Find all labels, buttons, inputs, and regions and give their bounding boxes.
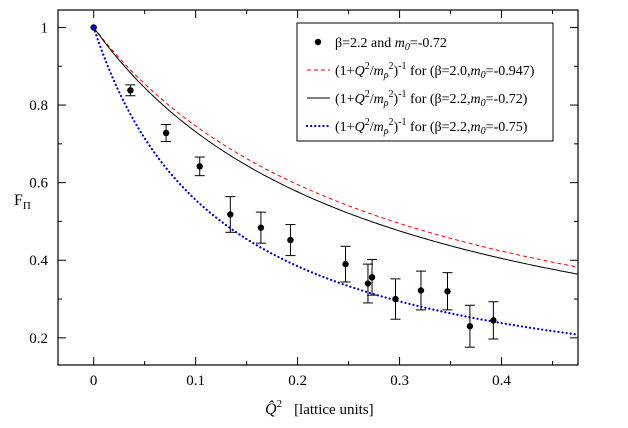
- x-tick-label: 0.4: [492, 373, 511, 389]
- x-tick-label: 0.3: [390, 373, 409, 389]
- data-point: [490, 317, 497, 324]
- data-point: [162, 129, 170, 137]
- y-tick-label: 0.8: [29, 98, 48, 114]
- data-point: [392, 295, 399, 303]
- data-point: [417, 287, 425, 294]
- data-point: [287, 236, 294, 244]
- legend: β=2.2 and m0=-0.72 (1+Q2/mρ2)-1 for (β=2…: [296, 22, 554, 142]
- y-axis-label: FΠ: [14, 192, 31, 212]
- curve-dashed: [93, 27, 579, 268]
- legend-entry-beta-2-0: (1+Q2/mρ2)-1 for (β=2.0,m0=-0.947): [335, 61, 535, 81]
- legend-marker-data: [314, 38, 322, 46]
- data-points: [90, 24, 499, 348]
- axis-ticks: 0 0.1 0.2 0.3 0.4 0.2 0.4 0.6 0.8 1: [29, 10, 578, 389]
- y-tick-label: 0.2: [29, 331, 48, 347]
- y-tick-label: 0.4: [29, 253, 48, 269]
- data-point: [227, 211, 234, 218]
- curve-dotted: [92, 26, 580, 336]
- data-point: [466, 323, 474, 330]
- x-tick-label: 0: [90, 373, 98, 389]
- data-point: [368, 274, 376, 281]
- plot-frame: [57, 9, 579, 366]
- data-point: [127, 87, 134, 94]
- curves: [92, 26, 580, 336]
- data-point: [342, 260, 349, 268]
- data-point: [257, 224, 265, 231]
- curve-solid: [93, 27, 579, 275]
- origin-point: [91, 25, 96, 30]
- data-point: [364, 280, 372, 287]
- legend-entry-data: β=2.2 and m0=-0.72: [335, 36, 447, 53]
- data-point: [444, 288, 451, 295]
- x-tick-label: 0.2: [288, 373, 307, 389]
- legend-entry-beta-2-2-a: (1+Q2/mρ2)-1 for (β=2.2,m0=-0.72): [335, 89, 528, 109]
- legend-entry-beta-2-2-b: (1+Q2/mρ2)-1 for (β=2.2,m0=-0.75): [335, 117, 528, 137]
- x-tick-label: 0.1: [186, 373, 205, 389]
- y-tick-label: 1: [41, 20, 49, 36]
- y-tick-label: 0.6: [29, 176, 48, 192]
- legend-box: [296, 22, 554, 142]
- x-axis-label: Q̂2 [lattice units]: [265, 398, 374, 418]
- data-point: [196, 163, 203, 170]
